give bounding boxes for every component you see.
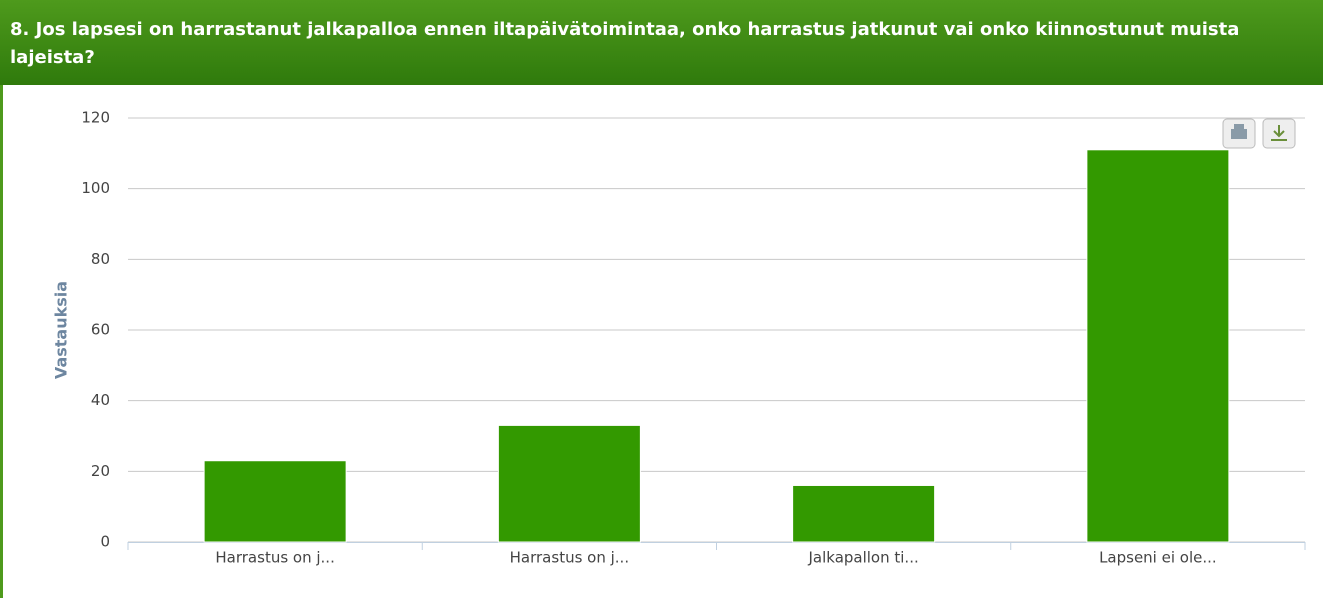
left-border (0, 85, 3, 598)
print-button[interactable] (1222, 118, 1256, 149)
y-tick-label: 20 (91, 462, 110, 480)
chart: Vastauksia 0 20 40 60 80 100 120 Harrastus on j… (0, 85, 1306, 598)
download-button[interactable] (1262, 118, 1296, 149)
bar (1086, 149, 1230, 543)
bar (497, 424, 641, 543)
y-tick-label: 40 (91, 391, 110, 409)
chart-title: 8. Jos lapsesi on harrastanut jalkapallo… (0, 0, 1323, 85)
x-tick-label: Jalkapallon ti... (807, 549, 918, 567)
y-tick-label: 60 (91, 321, 110, 339)
y-axis-label: Vastauksia (52, 281, 71, 379)
y-tick-label: 120 (81, 109, 110, 127)
x-tick-label: Lapseni ei ole... (1099, 549, 1217, 567)
x-tick-label: Harrastus on j... (215, 549, 334, 567)
y-tick-label: 0 (100, 533, 110, 551)
x-tick-label: Harrastus on j... (510, 549, 629, 567)
bar (203, 460, 347, 543)
y-tick-label: 80 (91, 250, 110, 268)
y-tick-label: 100 (81, 179, 110, 197)
bar (792, 484, 936, 543)
